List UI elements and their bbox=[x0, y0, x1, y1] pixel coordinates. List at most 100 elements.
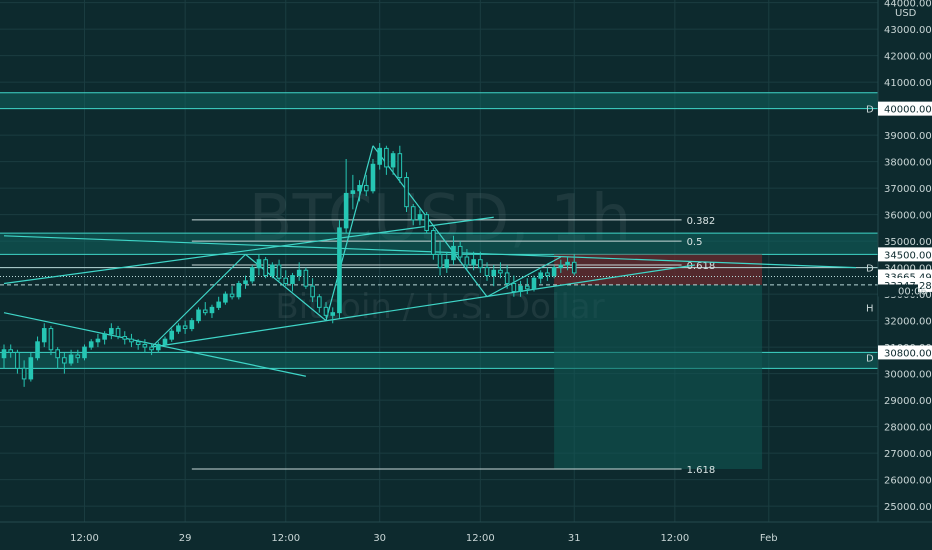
candle-body bbox=[296, 269, 302, 277]
price-label-text: 30800.00 bbox=[884, 348, 932, 359]
candle-body bbox=[384, 147, 389, 168]
candle-body bbox=[236, 283, 242, 298]
price-tick-label: 28000.00 bbox=[884, 423, 932, 434]
candle-body bbox=[310, 285, 315, 298]
price-tick-label: 34000.00 bbox=[884, 264, 932, 275]
candle-body bbox=[504, 272, 510, 285]
candle-body bbox=[216, 301, 221, 308]
trendline bbox=[3, 235, 857, 269]
candle-body bbox=[337, 227, 342, 314]
countdown-box bbox=[878, 284, 918, 297]
candle-body bbox=[176, 325, 181, 332]
time-tick-label: 12:00 bbox=[271, 533, 300, 544]
candle-body bbox=[363, 184, 369, 192]
zone-letter: H bbox=[866, 303, 874, 314]
candle-body bbox=[88, 341, 94, 348]
candle-body bbox=[464, 256, 470, 266]
candle-body bbox=[15, 351, 20, 369]
candle-body bbox=[189, 320, 195, 330]
candle-body bbox=[28, 357, 34, 380]
candle-body bbox=[571, 261, 577, 274]
price-tick-label: 29000.00 bbox=[884, 396, 932, 407]
price-tick-label: 30000.00 bbox=[884, 370, 932, 381]
fib-label: 0.5 bbox=[687, 237, 703, 248]
currency-label: USD bbox=[895, 8, 917, 19]
price-tick-label: 25000.00 bbox=[884, 502, 932, 513]
candle-body bbox=[437, 253, 443, 269]
price-tick-label: 38000.00 bbox=[884, 158, 932, 169]
candle-body bbox=[424, 214, 429, 232]
candle-body bbox=[35, 341, 40, 359]
candle-body bbox=[122, 336, 128, 340]
zone-letter: D bbox=[866, 105, 874, 116]
candle-body bbox=[538, 272, 543, 279]
candle-body bbox=[498, 269, 503, 274]
candle-body bbox=[62, 357, 67, 364]
candle-body bbox=[149, 346, 154, 351]
price-tick-label: 26000.00 bbox=[884, 476, 932, 487]
candle-body bbox=[303, 269, 309, 287]
candle-body bbox=[155, 343, 161, 351]
candle-body bbox=[484, 267, 490, 277]
candle-body bbox=[95, 338, 101, 343]
candle-body bbox=[283, 277, 289, 285]
candle-body bbox=[404, 177, 409, 208]
trendline bbox=[372, 145, 488, 298]
fib-label: 1.618 bbox=[687, 465, 716, 476]
candle-body bbox=[263, 259, 268, 277]
zone-resistance bbox=[0, 92, 878, 109]
candle-body bbox=[68, 354, 74, 364]
candle-body bbox=[317, 296, 322, 308]
price-tick-label: 39000.00 bbox=[884, 131, 932, 142]
candle-body bbox=[397, 153, 403, 179]
candle-body bbox=[223, 293, 228, 303]
candle-body bbox=[48, 328, 54, 351]
candle-body bbox=[129, 338, 134, 343]
candle-body bbox=[21, 367, 27, 380]
candle-body bbox=[115, 328, 121, 338]
price-tick-label: 42000.00 bbox=[884, 52, 932, 63]
price-label-box bbox=[878, 345, 932, 360]
candle-body bbox=[229, 293, 235, 298]
price-tick-label: 36000.00 bbox=[884, 211, 932, 222]
trendline bbox=[325, 145, 374, 321]
candle-body bbox=[41, 328, 47, 343]
candle-body bbox=[169, 330, 175, 340]
candle-body bbox=[142, 343, 148, 348]
price-label-box bbox=[878, 101, 932, 116]
candle-body bbox=[478, 259, 483, 269]
price-tick-label: 44000.00 bbox=[884, 0, 932, 10]
zone-resistance bbox=[0, 233, 878, 255]
time-tick-label: 12:00 bbox=[660, 533, 689, 544]
time-tick-label: 29 bbox=[179, 533, 192, 544]
zone-letter: D bbox=[866, 354, 874, 365]
trendline bbox=[151, 264, 696, 348]
candle-body bbox=[82, 346, 87, 359]
candle-body bbox=[290, 275, 295, 285]
candle-body bbox=[551, 267, 557, 277]
price-tick-label: 35000.00 bbox=[884, 237, 932, 248]
candle-body bbox=[270, 264, 275, 277]
trendline bbox=[3, 216, 494, 285]
candle-body bbox=[109, 328, 114, 335]
candle-body bbox=[390, 153, 396, 168]
candle-body bbox=[457, 245, 463, 258]
candle-body bbox=[8, 349, 14, 353]
candle-body bbox=[565, 261, 570, 266]
candle-body bbox=[545, 272, 550, 277]
price-tick-label: 27000.00 bbox=[884, 449, 932, 460]
price-tick-label: 32000.00 bbox=[884, 317, 932, 328]
time-tick-label: Feb bbox=[760, 533, 778, 544]
candle-body bbox=[243, 280, 248, 285]
candle-body bbox=[357, 184, 362, 192]
candle-body bbox=[75, 354, 81, 359]
candle-body bbox=[377, 147, 382, 165]
candle-body bbox=[444, 259, 450, 269]
trendline bbox=[486, 256, 562, 298]
candle-body bbox=[417, 214, 423, 221]
candle-body bbox=[102, 333, 107, 340]
time-tick-label: 12:00 bbox=[466, 533, 495, 544]
